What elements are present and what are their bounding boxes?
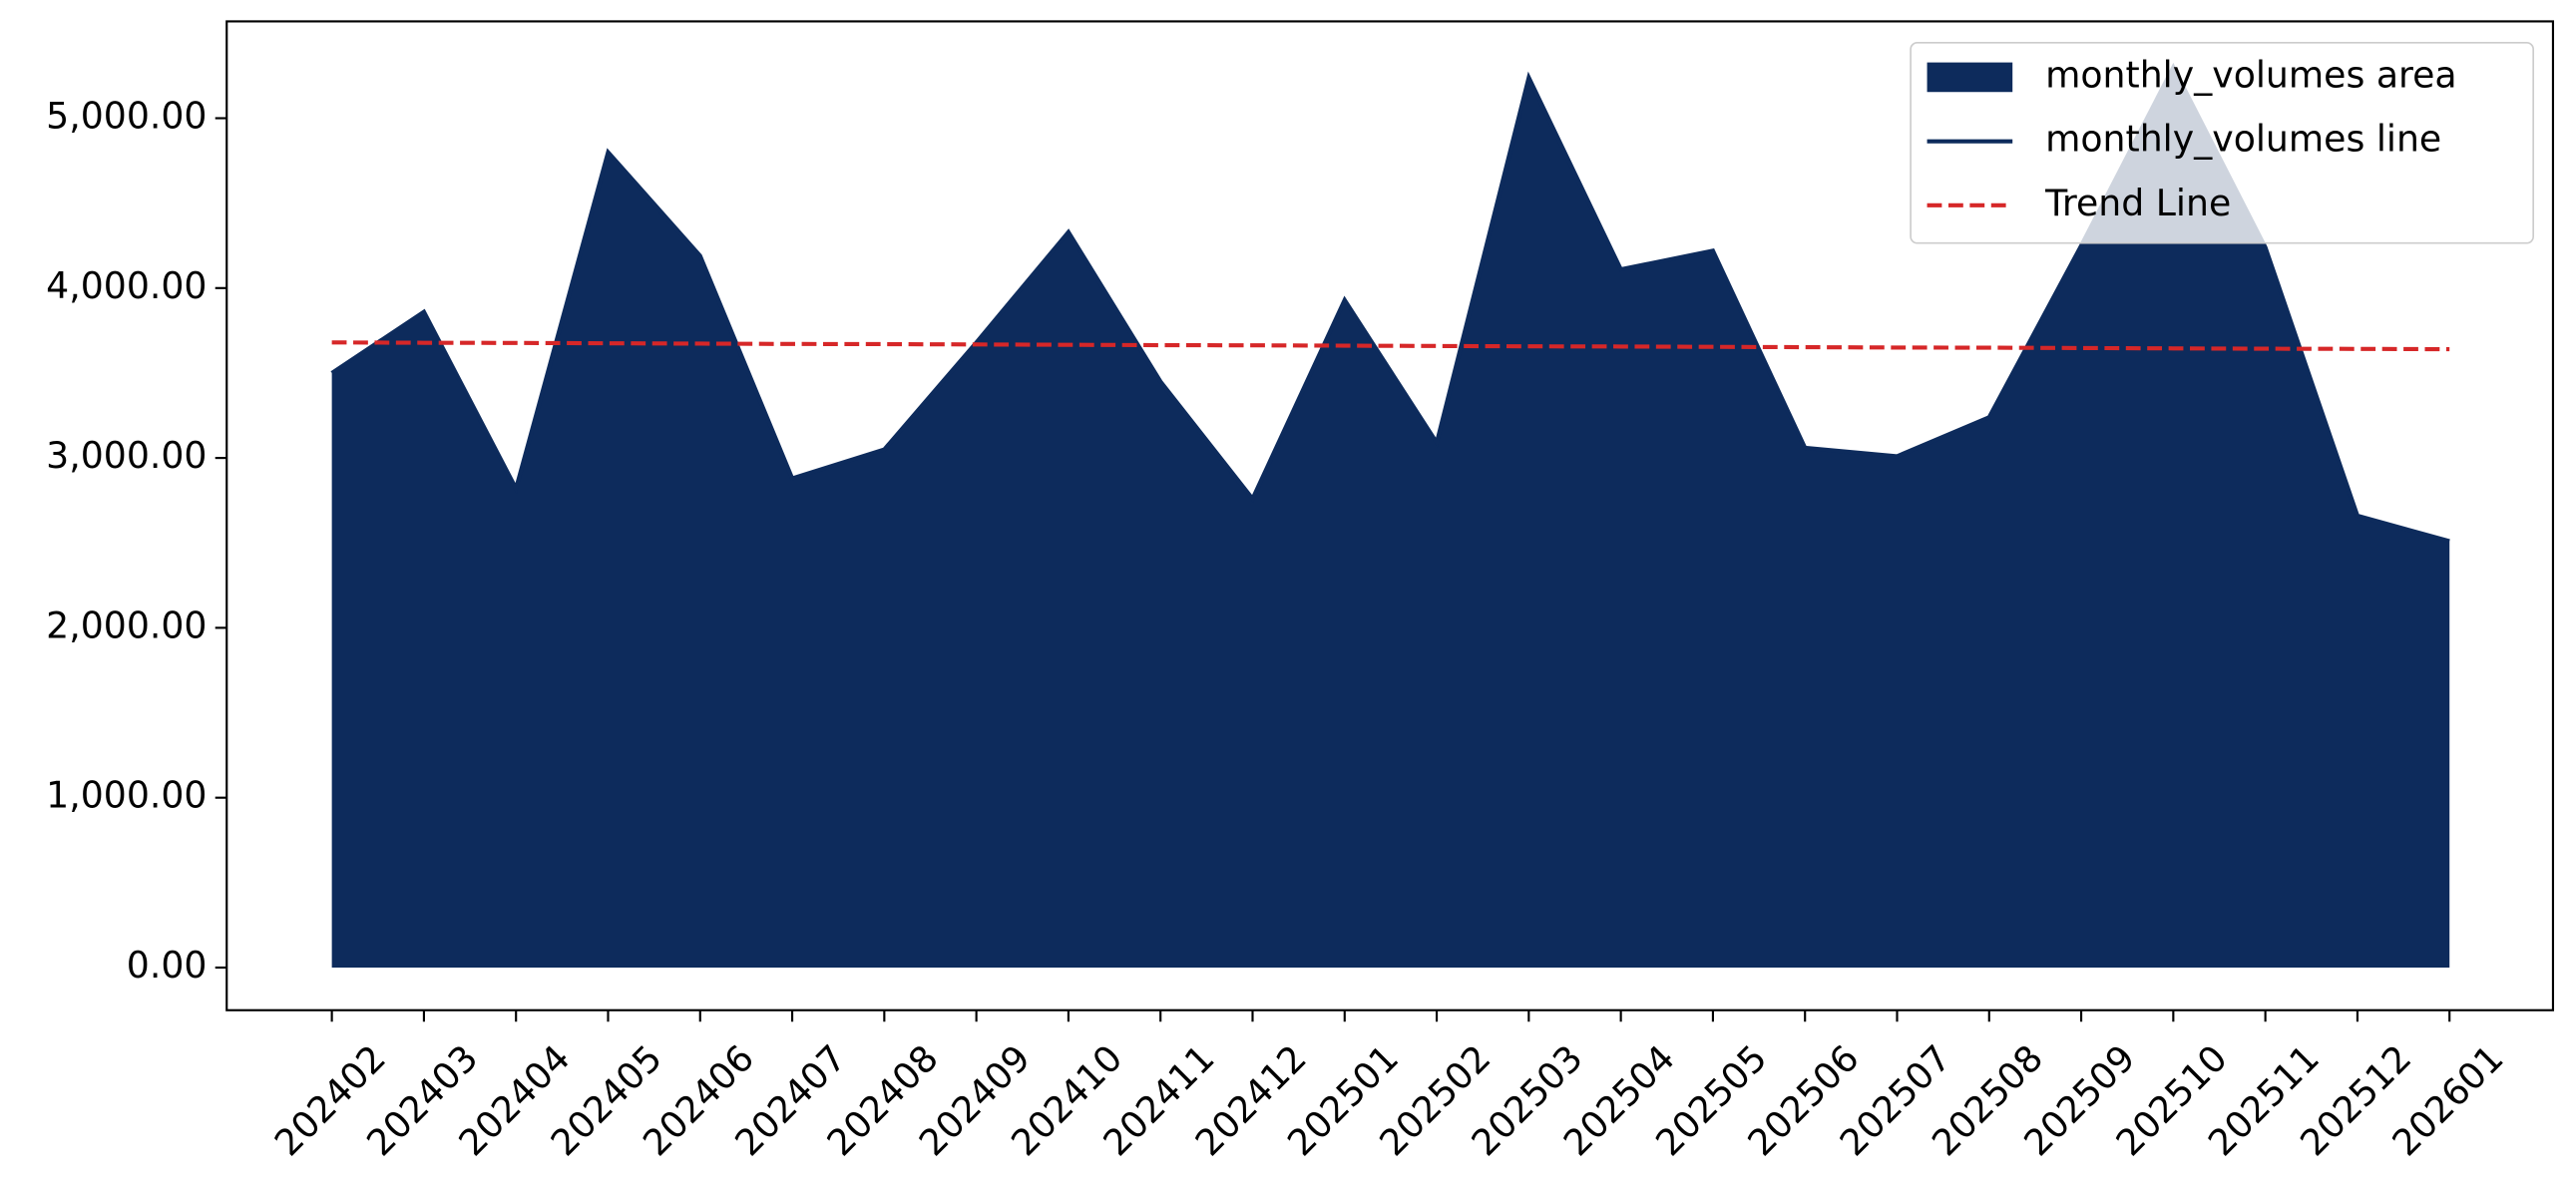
y-tick-label: 0.00 [127, 944, 208, 987]
legend-label: monthly_volumes area [2045, 53, 2456, 96]
y-tick-label: 1,000.00 [46, 774, 207, 817]
area [331, 67, 2450, 968]
axes-frame [225, 20, 2555, 1011]
legend-label: monthly_volumes line [2045, 118, 2441, 161]
y-tick-label: 4,000.00 [46, 264, 207, 307]
line [331, 340, 2450, 352]
legend-box [1910, 42, 2535, 244]
y-tick-label: 5,000.00 [46, 95, 207, 138]
legend: monthly_volumes area monthly_volumes line… [1910, 42, 2535, 244]
y-tick-label: 2,000.00 [46, 603, 207, 646]
legend-swatch [1927, 62, 2013, 93]
legend-label: Trend Line [2044, 182, 2231, 224]
y-tick-label: 3,000.00 [46, 434, 207, 477]
